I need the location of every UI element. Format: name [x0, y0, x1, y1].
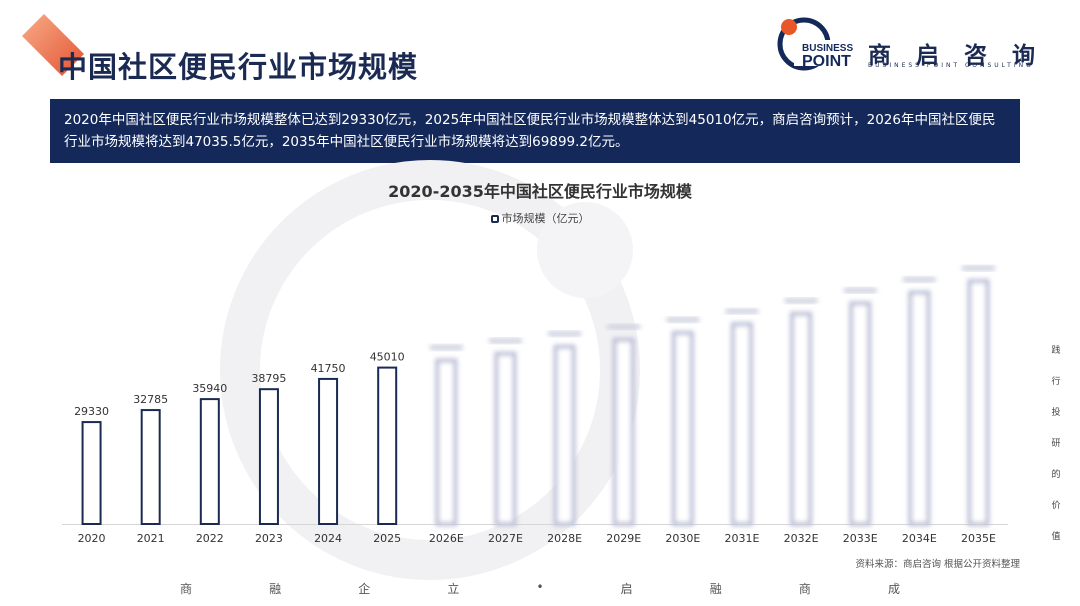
vertical-slogan-char: 值: [1051, 532, 1061, 542]
summary-box: 2020年中国社区便民行业市场规模整体已达到29330亿元，2025年中国社区便…: [50, 99, 1020, 163]
data-label-2024: 41750: [311, 362, 346, 375]
bar-2025: [377, 366, 398, 525]
legend-label: 市场规模（亿元）: [501, 212, 590, 225]
data-label-2021: 32785: [133, 393, 168, 406]
blurred-data-label-2034E: [902, 276, 937, 283]
bottom-slogan-char: •: [536, 580, 544, 594]
company-logo: BUSINESS POINT 商启咨询 BUSINESS POINT CONSU…: [776, 14, 1060, 74]
bottom-slogan-char: 商: [180, 582, 193, 596]
x-tick-label-2021: 2021: [137, 532, 165, 545]
logo-mark-icon: BUSINESS POINT: [777, 17, 866, 71]
logo-brand-cn: 商启咨询: [868, 43, 1060, 69]
bar-2033E: [849, 301, 872, 527]
x-tick-label-2026E: 2026E: [429, 532, 464, 545]
x-tick-label-2025: 2025: [373, 532, 401, 545]
x-tick-label-2022: 2022: [196, 532, 224, 545]
x-tick-label-2032E: 2032E: [784, 532, 819, 545]
chart-title: 2020-2035年中国社区便民行业市场规模: [388, 182, 692, 201]
vertical-slogan-char: 投: [1051, 408, 1061, 418]
x-tick-label-2024: 2024: [314, 532, 342, 545]
bar-2035E: [967, 279, 990, 526]
bar-2029E: [612, 337, 635, 526]
blurred-data-label-2031E: [724, 308, 759, 315]
bottom-slogan-char: 融: [269, 582, 282, 596]
blurred-data-label-2027E: [488, 337, 523, 344]
data-label-2022: 35940: [192, 382, 227, 395]
logo-brand-top: BUSINESS: [802, 43, 853, 54]
x-tick-label-2034E: 2034E: [902, 532, 937, 545]
x-tick-label-2020: 2020: [78, 532, 106, 545]
vertical-slogan-char: 的: [1051, 470, 1061, 480]
bar-2028E: [553, 344, 576, 527]
bar-2032E: [790, 311, 813, 526]
x-tick-label-2033E: 2033E: [843, 532, 878, 545]
bottom-slogan-char: 成: [887, 582, 900, 596]
bar-2021: [140, 409, 161, 525]
data-label-2020: 29330: [74, 405, 109, 418]
vertical-slogan-char: 研: [1051, 439, 1061, 449]
bottom-slogan-char: 企: [358, 582, 371, 596]
corner-decoration: [22, 14, 84, 76]
vertical-slogan-char: 践: [1051, 346, 1061, 356]
bar-2022: [199, 398, 220, 526]
x-tick-label-2027E: 2027E: [488, 532, 523, 545]
x-tick-label-2023: 2023: [255, 532, 283, 545]
bar-2023: [258, 388, 279, 525]
bottom-slogan-char: 立: [447, 582, 460, 596]
x-tick-label-2029E: 2029E: [606, 532, 641, 545]
bar-2027E: [494, 351, 517, 526]
bar-chart: 29330 2020 32785 2021 35940 2022 38795 2023 4175…: [62, 265, 1008, 545]
bar-2034E: [908, 290, 931, 526]
vertical-slogan: 践 行 投 研 的 价 值: [1048, 336, 1064, 553]
legend-swatch: [490, 215, 499, 223]
bottom-slogan-char: 融: [709, 582, 722, 596]
blurred-data-label-2026E: [429, 344, 464, 351]
logo-tagline: BUSINESS POINT CONSULTING: [868, 62, 1034, 69]
bottom-slogan-char: 商: [798, 582, 811, 596]
data-label-2025: 45010: [370, 351, 405, 364]
vertical-slogan-char: 价: [1051, 501, 1061, 511]
blurred-data-label-2033E: [843, 287, 878, 294]
logo-brand-bottom: POINT: [802, 53, 851, 70]
chart-legend: 市场规模（亿元）: [0, 210, 1080, 226]
bar-2030E: [671, 330, 694, 526]
bottom-slogan-char: 启: [620, 582, 633, 596]
blurred-data-label-2029E: [606, 323, 641, 330]
blurred-data-label-2028E: [547, 330, 582, 337]
bottom-slogan: 商 融 企 立 • 启 融 商 成: [180, 580, 900, 597]
bar-2031E: [730, 322, 753, 526]
x-tick-label-2031E: 2031E: [724, 532, 759, 545]
vertical-slogan-char: 行: [1051, 377, 1061, 387]
blurred-data-label-2032E: [784, 297, 819, 304]
blurred-data-label-2035E: [961, 265, 996, 272]
bar-2026E: [435, 358, 458, 526]
blurred-data-label-2030E: [665, 316, 700, 323]
page-title: 中国社区便民行业市场规模: [58, 50, 419, 84]
x-tick-label-2028E: 2028E: [547, 532, 582, 545]
bar-2020: [81, 421, 102, 525]
source-note: 资料来源：商启咨询 根据公开资料整理: [855, 559, 1020, 570]
x-tick-label-2030E: 2030E: [665, 532, 700, 545]
x-tick-label-2035E: 2035E: [961, 532, 996, 545]
bar-2024: [318, 377, 339, 525]
data-label-2023: 38795: [251, 372, 286, 385]
